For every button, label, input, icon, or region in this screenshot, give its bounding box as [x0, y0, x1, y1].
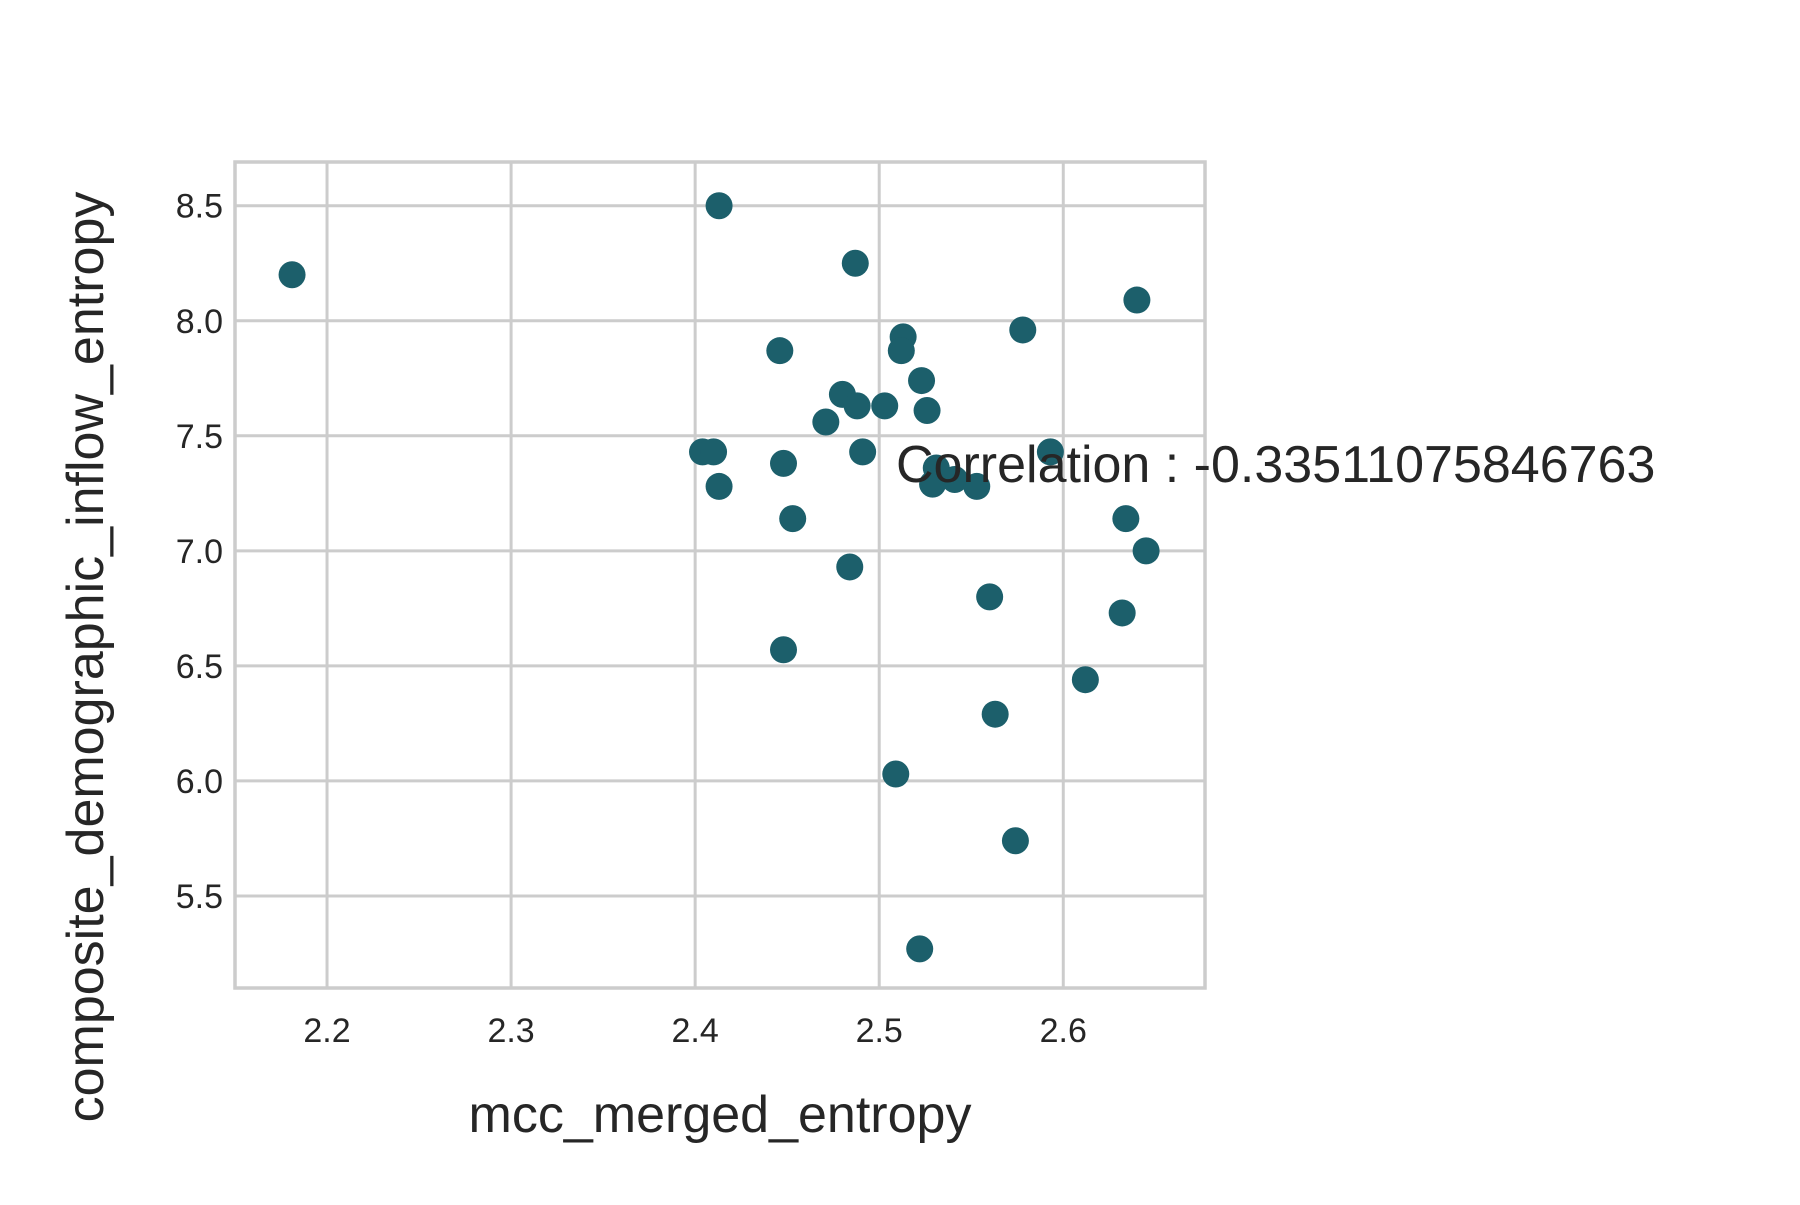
y-tick-label: 6.5	[176, 648, 223, 686]
scatter-point	[1001, 827, 1029, 855]
x-tick-label: 2.6	[1040, 1012, 1087, 1050]
x-tick-label: 2.3	[487, 1012, 534, 1050]
y-tick-label: 7.5	[176, 418, 223, 456]
scatter-point	[836, 553, 864, 581]
scatter-point	[812, 408, 840, 436]
plot-frame	[233, 160, 1207, 990]
x-tick-label: 2.4	[672, 1012, 719, 1050]
scatter-point	[963, 472, 991, 500]
scatter-point	[700, 438, 728, 466]
scatter-point	[882, 760, 910, 788]
scatter-point	[770, 636, 798, 664]
scatter-point	[1036, 438, 1064, 466]
y-tick-label: 6.0	[176, 763, 223, 801]
y-axis-label: composite_demographic_inflow_entropy	[57, 192, 115, 1123]
scatter-point	[770, 449, 798, 477]
correlation-annotation: Correlation : -0.33511075846763	[896, 436, 1655, 494]
scatter-point	[278, 261, 306, 289]
scatter-point	[1112, 505, 1140, 533]
y-tick-label: 8.5	[176, 188, 223, 226]
scatter-point	[887, 337, 915, 365]
scatter-point	[1123, 286, 1151, 314]
x-axis-label: mcc_merged_entropy	[469, 1086, 972, 1144]
grid-layer	[235, 162, 1205, 988]
ticks-layer: 2.2 2.3 2.4 2.5 2.6 5.5 6.0 6.5 7.0 7.5 8.0 8.5	[176, 188, 1087, 1050]
scatter-point	[1108, 599, 1136, 627]
scatter-point	[919, 470, 947, 498]
y-tick-label: 7.0	[176, 533, 223, 571]
scatter-point	[705, 192, 733, 220]
scatter-point	[766, 337, 794, 365]
scatter-point	[1071, 666, 1099, 694]
scatter-point	[871, 392, 899, 420]
scatter-point	[705, 472, 733, 500]
scatter-point	[981, 700, 1009, 728]
scatter-point	[779, 505, 807, 533]
x-tick-label: 2.5	[856, 1012, 903, 1050]
scatter-point	[913, 396, 941, 424]
scatter-point	[976, 583, 1004, 611]
scatter-point	[849, 438, 877, 466]
scatter-point	[1009, 316, 1037, 344]
scatter-point	[908, 367, 936, 395]
scatter-point	[941, 466, 969, 494]
y-tick-label: 5.5	[176, 878, 223, 916]
x-tick-label: 2.2	[303, 1012, 350, 1050]
scatter-point	[841, 249, 869, 277]
scatter-point	[906, 935, 934, 963]
y-tick-label: 8.0	[176, 303, 223, 341]
points-layer	[278, 192, 1160, 963]
scatter-point	[1132, 537, 1160, 565]
scatter-point	[843, 392, 871, 420]
